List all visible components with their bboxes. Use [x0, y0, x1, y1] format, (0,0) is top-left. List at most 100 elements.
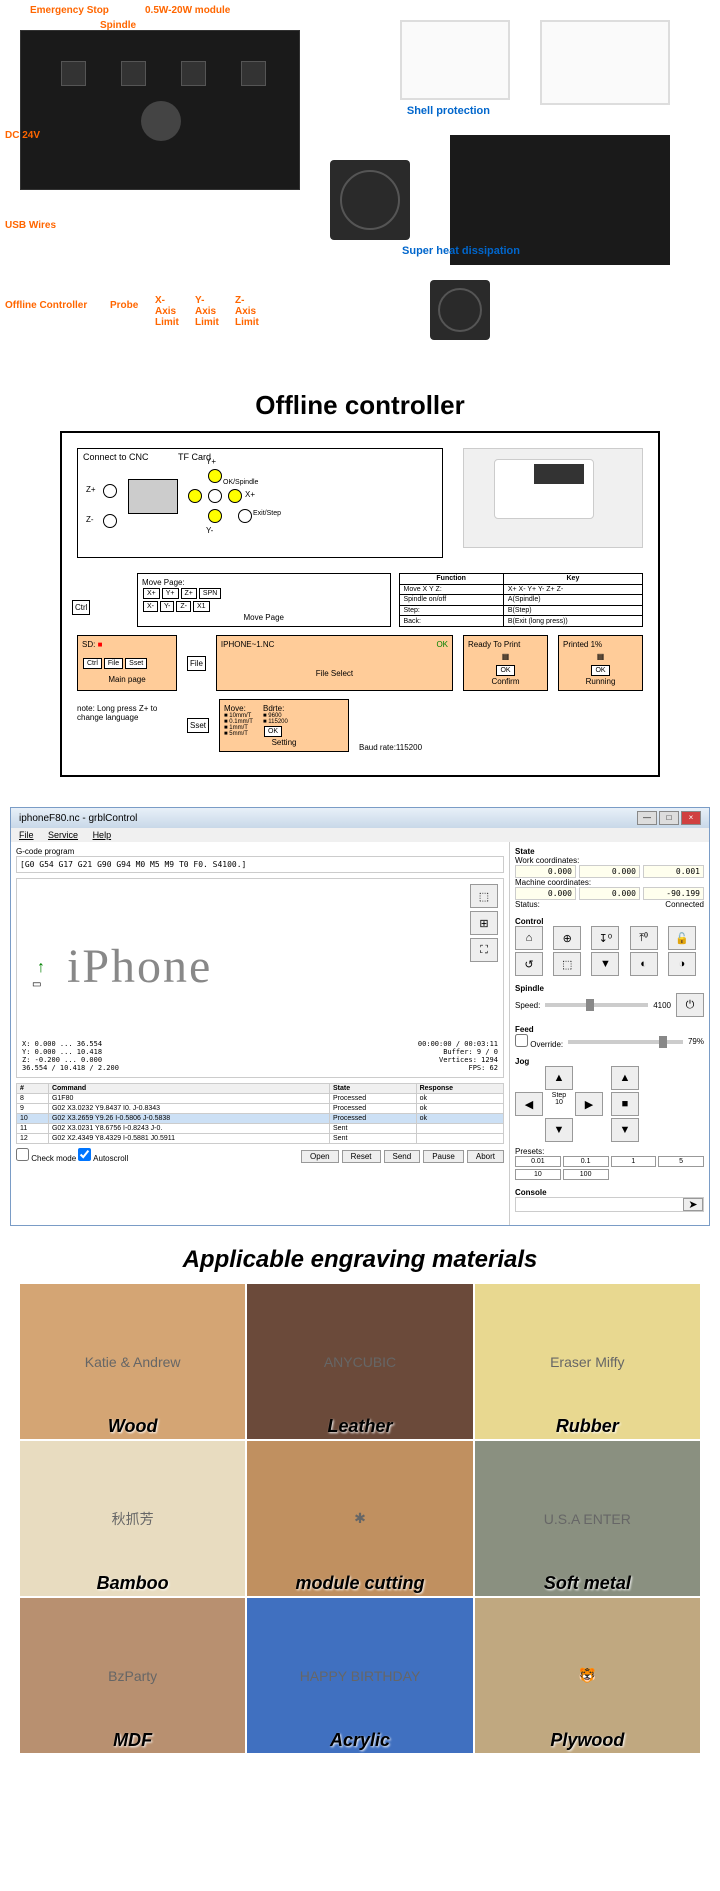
- btn-xplus[interactable]: [228, 489, 242, 503]
- user2-icon[interactable]: ◑: [668, 952, 696, 976]
- jog-zup-icon[interactable]: ▲: [611, 1066, 639, 1090]
- material-cell: ANYCUBICLeather: [247, 1284, 472, 1439]
- btn-ok[interactable]: [208, 489, 222, 503]
- check-mode-checkbox[interactable]: Check mode: [16, 1154, 76, 1163]
- material-cell: 🐯Plywood: [475, 1598, 700, 1753]
- running-block: Printed 1% ▦ OK Running: [558, 635, 643, 691]
- preset-button[interactable]: 0.1: [563, 1156, 609, 1167]
- minimize-button[interactable]: —: [637, 811, 657, 825]
- label-shell: Shell protection: [407, 105, 490, 117]
- abort-button[interactable]: Abort: [467, 1150, 504, 1163]
- main-btn[interactable]: Sset: [125, 658, 147, 669]
- home-icon[interactable]: ⌂: [515, 926, 543, 950]
- offline-controller-section: Offline controller Connect to CNC TF Car…: [0, 370, 720, 797]
- main-page-block: SD: ■ CtrlFileSset Main page: [77, 635, 177, 691]
- ctrl-btn[interactable]: X+: [143, 588, 160, 599]
- function-table: FunctionKeyMove X Y Z:X+ X- Y+ Y- Z+ Z-S…: [399, 573, 644, 627]
- jog-right-icon[interactable]: ▶: [575, 1092, 603, 1116]
- main-btn[interactable]: Ctrl: [83, 658, 102, 669]
- ctrl-btn[interactable]: Y-: [160, 601, 174, 612]
- jog-stop-icon[interactable]: ■: [611, 1092, 639, 1116]
- probe-icon[interactable]: ↧⁰: [591, 926, 619, 950]
- ctrl-move-page: Move Page: X+Y+Z+SPN X-Y-Z-X1 Move Page: [137, 573, 391, 627]
- materials-grid: Katie & AndrewWoodANYCUBICLeatherEraser …: [20, 1284, 700, 1753]
- label-offline-ctrl: Offline Controller: [5, 300, 87, 311]
- zero-icon[interactable]: ⊕: [553, 926, 581, 950]
- preset-button[interactable]: 10: [515, 1169, 561, 1180]
- table-row[interactable]: 8G1F80Processedok: [17, 1094, 504, 1104]
- menu-help[interactable]: Help: [93, 830, 112, 840]
- preset-button[interactable]: 100: [563, 1169, 609, 1180]
- safe-icon[interactable]: ⤒⁰: [630, 926, 658, 950]
- file-select-block: IPHONE~1.NC OK File Select: [216, 635, 453, 691]
- btn-zminus[interactable]: [103, 514, 117, 528]
- menu-service[interactable]: Service: [48, 830, 78, 840]
- ctrl-btn[interactable]: Z-: [176, 601, 191, 612]
- reset-button[interactable]: Reset: [342, 1150, 381, 1163]
- note-text: note: Long press Z+ to change language: [77, 704, 177, 752]
- menu-bar: File Service Help: [11, 828, 709, 842]
- label-zlimit: Z-Axis Limit: [235, 295, 265, 328]
- grbl-section: iphoneF80.nc - grblControl — □ × File Se…: [0, 797, 720, 1236]
- view-iso-icon[interactable]: ⬚: [470, 884, 498, 908]
- spindle-slider[interactable]: [545, 1003, 648, 1007]
- material-cell: BzPartyMDF: [20, 1598, 245, 1753]
- jog-down-icon[interactable]: ▼: [545, 1118, 573, 1142]
- jog-zdown-icon[interactable]: ▼: [611, 1118, 639, 1142]
- gcode-line: [G0 G54 G17 G21 G90 G94 M0 M5 M9 T0 F0. …: [16, 856, 504, 873]
- unlock-icon[interactable]: 🔓: [668, 926, 696, 950]
- menu-file[interactable]: File: [19, 830, 34, 840]
- ctrl-btn[interactable]: Y+: [162, 588, 179, 599]
- material-cell: ✱module cutting: [247, 1441, 472, 1596]
- jog-left-icon[interactable]: ◀: [515, 1092, 543, 1116]
- origin-icon[interactable]: ⬚: [553, 952, 581, 976]
- reset-icon[interactable]: ↺: [515, 952, 543, 976]
- preset-button[interactable]: 5: [658, 1156, 704, 1167]
- btn-xminus[interactable]: [188, 489, 202, 503]
- label-dc24v: DC 24V: [5, 130, 40, 141]
- window-title: iphoneF80.nc - grblControl: [19, 813, 137, 824]
- ctrl-btn[interactable]: X1: [193, 601, 210, 612]
- cnc-panel: Connect to CNC TF Card Z+ Z- Y+ X+ Y- OK…: [77, 448, 443, 558]
- side-panel: State Work coordinates: 0.0000.0000.001 …: [509, 842, 709, 1225]
- view-fit-icon[interactable]: ⛶: [470, 938, 498, 962]
- pause-button[interactable]: Pause: [423, 1150, 464, 1163]
- override-checkbox[interactable]: Override:: [515, 1034, 563, 1049]
- materials-section: Applicable engraving materials Katie & A…: [0, 1236, 720, 1763]
- ctrl-btn[interactable]: Z+: [181, 588, 197, 599]
- material-cell: 秋抓芳Bamboo: [20, 1441, 245, 1596]
- shell-box-1: [400, 20, 510, 100]
- autoscroll-checkbox[interactable]: Autoscroll: [78, 1154, 128, 1163]
- label-probe: Probe: [110, 300, 138, 311]
- send-button[interactable]: Send: [384, 1150, 421, 1163]
- board-diagram-section: Emergency Stop Spindle 0.5W-20W module D…: [0, 0, 720, 370]
- touch-icon[interactable]: ▼: [591, 952, 619, 976]
- btn-yplus[interactable]: [208, 469, 222, 483]
- open-button[interactable]: Open: [301, 1150, 339, 1163]
- material-cell: Eraser MiffyRubber: [475, 1284, 700, 1439]
- table-row[interactable]: 9G02 X3.0232 Y9.8437 I0. J-0.8343Process…: [17, 1104, 504, 1114]
- ctrl-btn[interactable]: SPN: [199, 588, 221, 599]
- jog-up-icon[interactable]: ▲: [545, 1066, 573, 1090]
- console-send-icon[interactable]: ➤: [683, 1198, 703, 1211]
- canvas-area[interactable]: ⬚ ⊞ ⛶ iPhone ↑ ▭ X: 0.000 ... 36.554Y: 0…: [16, 878, 504, 1078]
- fan-1: [330, 160, 410, 240]
- table-row[interactable]: 10G02 X3.2659 Y9.26 I-0.5806 J-0.5838Pro…: [17, 1114, 504, 1124]
- btn-exit[interactable]: [238, 509, 252, 523]
- btn-zplus[interactable]: [103, 484, 117, 498]
- preset-button[interactable]: 0.01: [515, 1156, 561, 1167]
- spindle-toggle-icon[interactable]: ⏻: [676, 993, 704, 1017]
- table-row[interactable]: 12G02 X2.4349 Y8.4329 I-0.5881 J0.5911Se…: [17, 1134, 504, 1144]
- view-top-icon[interactable]: ⊞: [470, 911, 498, 935]
- console-input[interactable]: [516, 1198, 683, 1211]
- preset-button[interactable]: 1: [611, 1156, 657, 1167]
- btn-yminus[interactable]: [208, 509, 222, 523]
- user1-icon[interactable]: ◐: [630, 952, 658, 976]
- setting-block: Move: ■ 10mm/T■ 0.1mm/T■ 1mm/T■ 5mm/T Bd…: [219, 699, 349, 752]
- feed-slider[interactable]: [568, 1040, 683, 1044]
- ctrl-btn[interactable]: X-: [143, 601, 158, 612]
- maximize-button[interactable]: □: [659, 811, 679, 825]
- main-btn[interactable]: File: [104, 658, 123, 669]
- table-row[interactable]: 11G02 X3.0231 Y8.6756 I-0.8243 J-0.Sent: [17, 1124, 504, 1134]
- close-button[interactable]: ×: [681, 811, 701, 825]
